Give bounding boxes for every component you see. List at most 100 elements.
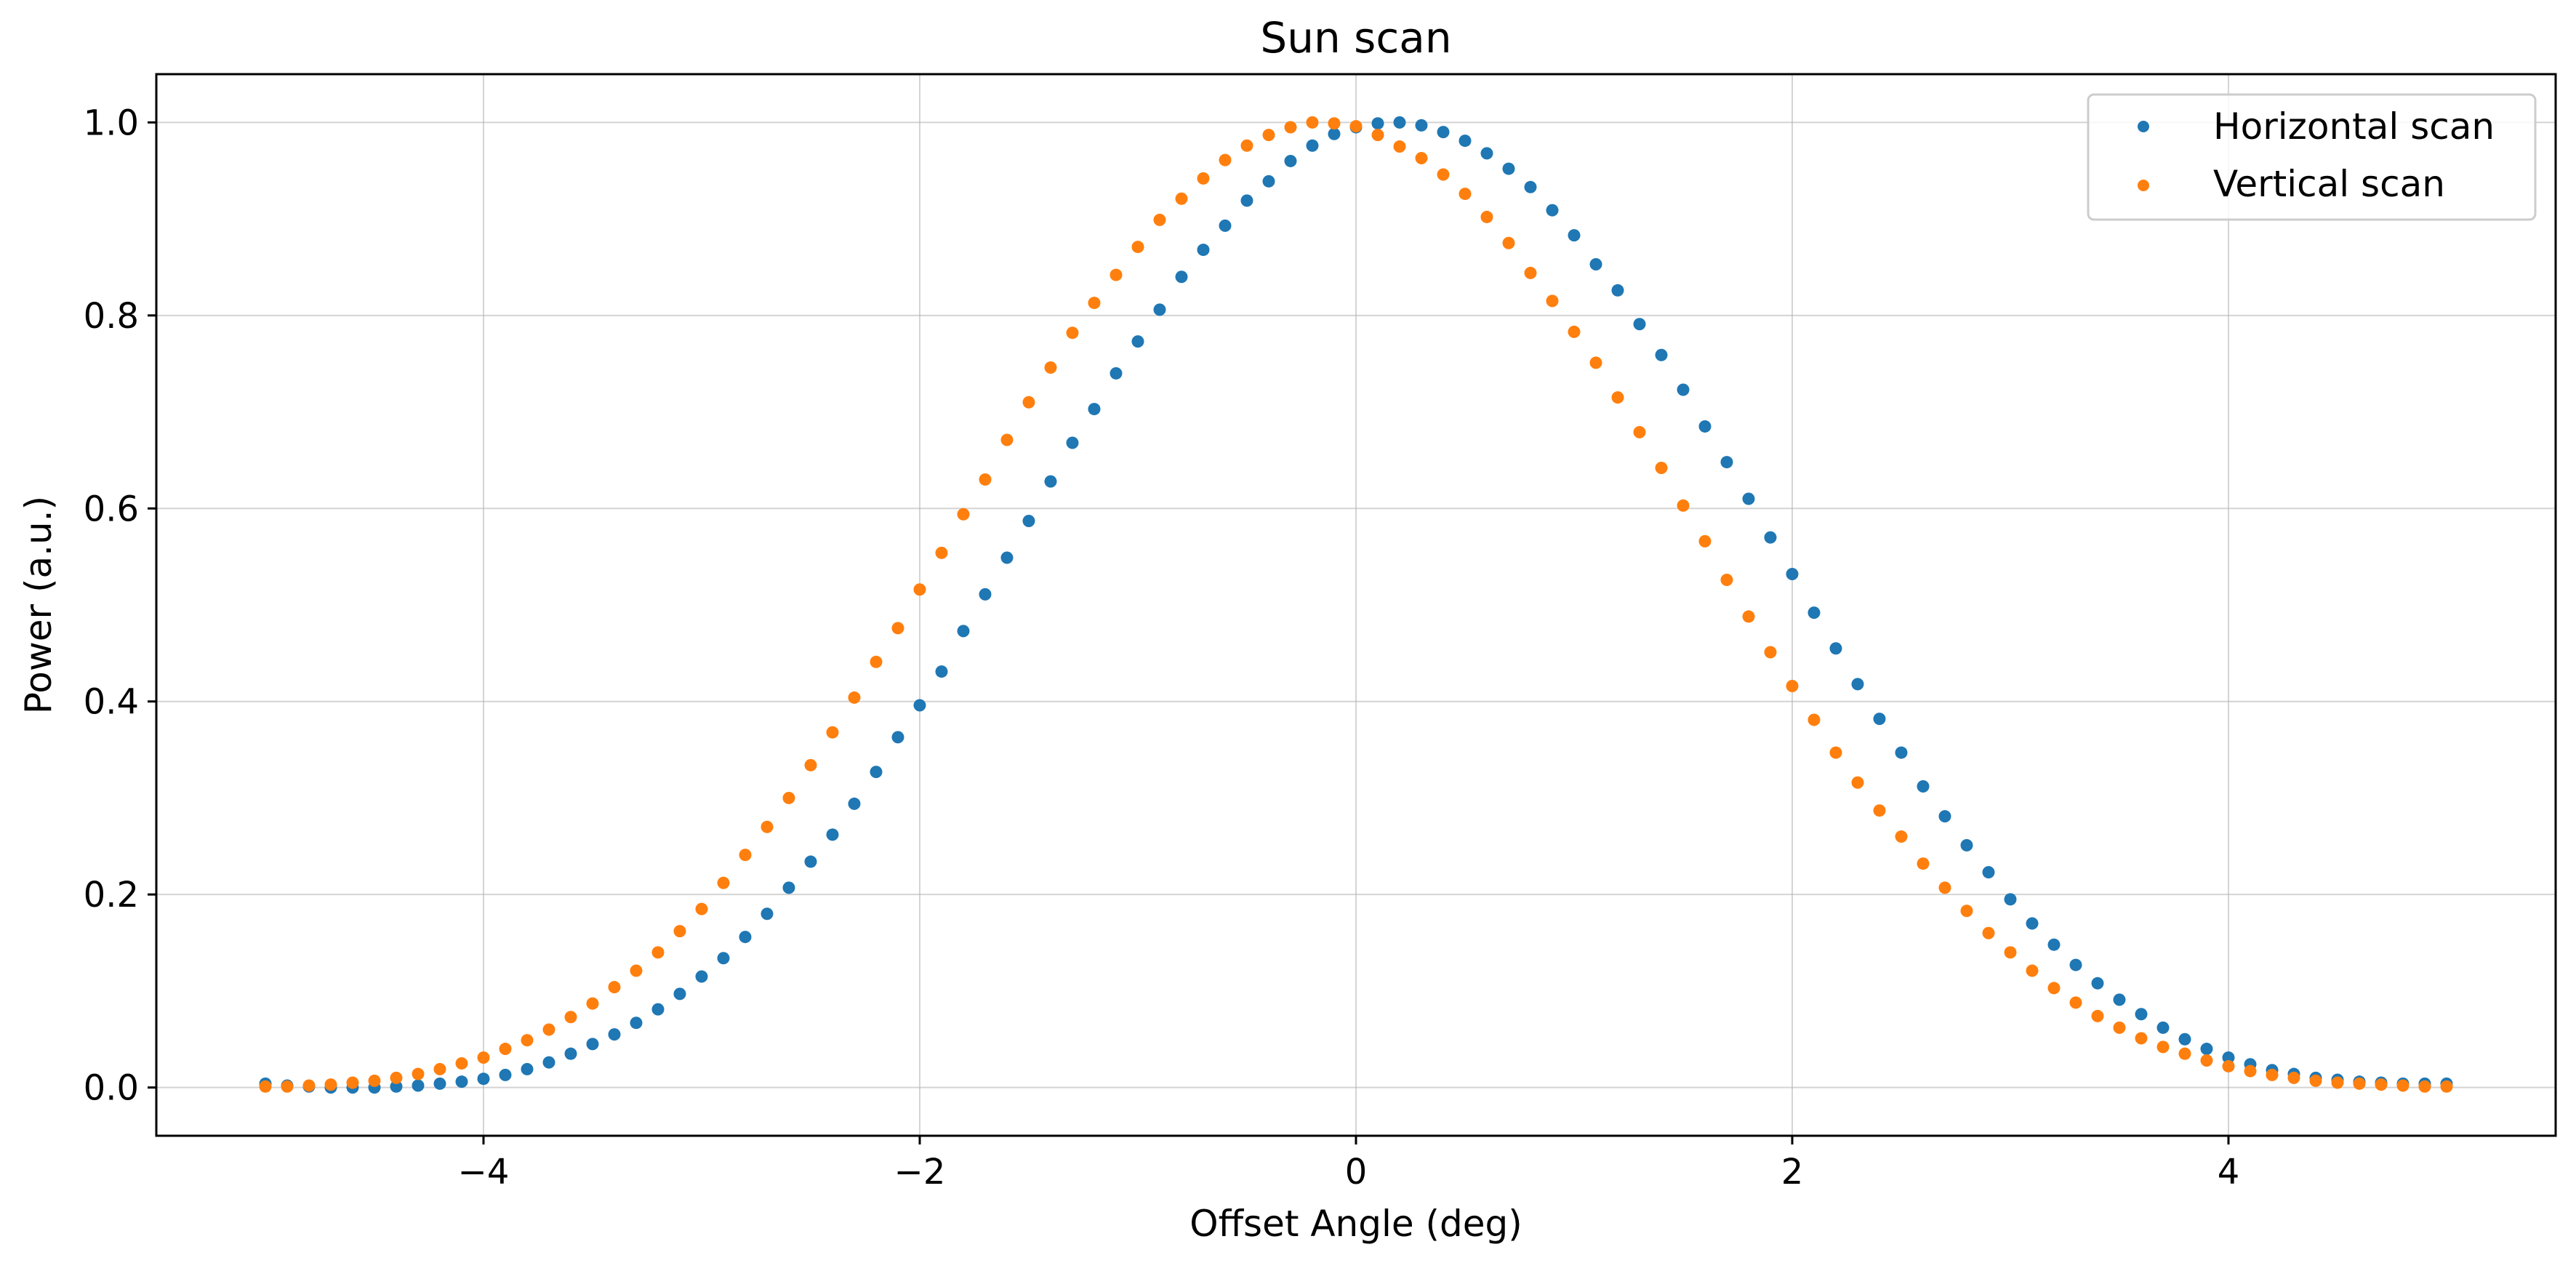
legend-label-horizontal-scan: Horizontal scan — [2213, 105, 2495, 148]
data-point — [1458, 135, 1472, 148]
data-point — [1960, 838, 1973, 851]
data-point — [1764, 646, 1777, 659]
data-point — [2113, 993, 2126, 1006]
data-point — [1698, 420, 1712, 433]
legend-label-vertical-scan: Vertical scan — [2213, 163, 2445, 205]
data-point — [957, 508, 970, 521]
data-point — [804, 758, 817, 771]
data-point — [1720, 573, 1733, 586]
data-point — [1982, 926, 1995, 939]
data-point — [2244, 1064, 2257, 1078]
data-point — [2440, 1080, 2453, 1093]
data-point — [673, 925, 686, 938]
data-point — [1851, 776, 1864, 789]
data-point — [913, 699, 926, 712]
y-axis-label: Power (a.u.) — [17, 496, 60, 714]
data-point — [1829, 746, 1842, 759]
data-point — [1393, 140, 1406, 153]
legend-marker-vertical-scan — [2138, 180, 2149, 191]
data-point — [1240, 194, 1253, 207]
y-tick-label: 0.6 — [84, 489, 139, 529]
y-tick-label: 0.2 — [84, 875, 139, 915]
data-point — [2396, 1079, 2410, 1092]
data-point — [2287, 1071, 2300, 1084]
data-point — [1000, 551, 1014, 564]
data-point — [1415, 151, 1428, 164]
data-point — [1066, 436, 1079, 449]
data-point — [1044, 361, 1057, 374]
data-point — [1415, 119, 1428, 132]
data-point — [412, 1067, 425, 1080]
data-point — [433, 1077, 446, 1090]
data-point — [2418, 1080, 2431, 1093]
data-point — [2331, 1076, 2344, 1089]
data-point — [2069, 996, 2082, 1009]
data-point — [979, 588, 992, 601]
data-point — [1110, 268, 1123, 281]
data-point — [1764, 531, 1777, 544]
data-point — [1284, 121, 1297, 134]
data-point — [2069, 958, 2082, 971]
data-point — [1633, 425, 1646, 438]
data-point — [1371, 129, 1384, 142]
x-tick-label: 4 — [2218, 1152, 2240, 1192]
data-point — [390, 1071, 403, 1084]
data-point — [848, 691, 861, 704]
chart-title: Sun scan — [1260, 13, 1451, 63]
data-point — [1655, 348, 1668, 361]
data-point — [2047, 982, 2061, 995]
y-tick-label: 0.4 — [84, 682, 139, 723]
data-point — [1175, 270, 1188, 284]
data-point — [1720, 456, 1733, 469]
data-point — [739, 931, 752, 944]
data-point — [433, 1062, 446, 1075]
data-point — [761, 820, 774, 833]
x-tick-label: 2 — [1781, 1152, 1804, 1192]
data-point — [1524, 266, 1537, 279]
data-point — [2135, 1032, 2148, 1045]
x-axis-label: Offset Angle (deg) — [1189, 1203, 1522, 1245]
data-point — [891, 731, 904, 744]
data-point — [1873, 713, 1886, 726]
data-point — [1655, 462, 1668, 475]
data-point — [1328, 127, 1341, 140]
data-point — [1175, 192, 1188, 205]
data-point — [2200, 1054, 2213, 1067]
data-point — [826, 726, 839, 739]
data-point — [1088, 297, 1101, 310]
data-point — [346, 1076, 359, 1089]
data-point — [1371, 117, 1384, 130]
data-point — [1524, 180, 1537, 193]
data-point — [1546, 204, 1559, 217]
data-point — [1982, 866, 1995, 879]
data-point — [695, 902, 708, 915]
data-point — [2135, 1008, 2148, 1021]
data-point — [1873, 804, 1886, 817]
data-point — [2375, 1078, 2388, 1091]
data-point — [499, 1068, 512, 1081]
data-point — [1807, 713, 1821, 726]
data-point — [1153, 303, 1166, 316]
data-point — [761, 907, 774, 921]
data-point — [1938, 881, 1951, 894]
legend-marker-horizontal-scan — [2138, 121, 2149, 132]
data-point — [891, 622, 904, 635]
data-point — [2004, 946, 2017, 959]
data-point — [1546, 294, 1559, 308]
data-point — [2113, 1021, 2126, 1034]
data-point — [1349, 120, 1363, 133]
data-points — [259, 116, 2453, 1094]
data-point — [542, 1023, 555, 1036]
data-point — [1088, 403, 1101, 416]
data-point — [1240, 139, 1253, 152]
data-point — [455, 1057, 468, 1070]
legend: Horizontal scan Vertical scan — [2087, 93, 2537, 221]
data-point — [1829, 642, 1842, 655]
data-point — [1917, 780, 1930, 793]
data-point — [1306, 139, 1319, 152]
data-point — [935, 665, 948, 678]
data-point — [1742, 492, 1755, 505]
data-point — [826, 828, 839, 841]
data-point — [1851, 678, 1864, 691]
data-point — [608, 981, 621, 994]
